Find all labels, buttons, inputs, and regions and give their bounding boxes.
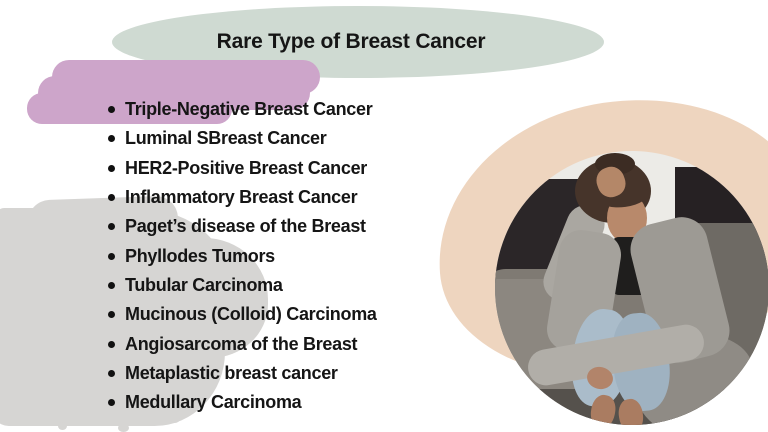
list-item-label: Inflammatory Breast Cancer <box>125 187 358 208</box>
cancer-type-list: Triple-Negative Breast Cancer Luminal SB… <box>108 95 377 417</box>
list-item: Inflammatory Breast Cancer <box>108 183 377 212</box>
list-item-label: Angiosarcoma of the Breast <box>125 333 358 354</box>
list-item: Tubular Carcinoma <box>108 271 377 300</box>
gray-paint-blob-extension <box>150 238 268 358</box>
list-item-label: Tubular Carcinoma <box>125 274 283 295</box>
bullet-icon <box>108 399 115 407</box>
list-item-label: Paget’s disease of the Breast <box>125 216 366 237</box>
bullet-icon <box>108 194 115 202</box>
bullet-icon <box>108 369 115 377</box>
list-item: Medullary Carcinoma <box>108 388 377 417</box>
gray-splatter-dot <box>58 422 67 430</box>
list-item: Angiosarcoma of the Breast <box>108 329 377 358</box>
bullet-icon <box>108 164 115 172</box>
list-item-label: Mucinous (Colloid) Carcinoma <box>125 304 377 325</box>
list-item: Triple-Negative Breast Cancer <box>108 95 377 124</box>
gray-splatter-dot <box>212 330 226 342</box>
list-item: Paget’s disease of the Breast <box>108 212 377 241</box>
list-item: Luminal SBreast Cancer <box>108 124 377 153</box>
highlight-brush-stroke <box>27 93 232 124</box>
list-item-label: Phyllodes Tumors <box>125 245 275 266</box>
gray-splatter-dot <box>170 414 180 423</box>
list-item-label: Triple-Negative Breast Cancer <box>125 99 373 120</box>
bullet-icon <box>108 106 115 114</box>
bullet-icon <box>108 252 115 260</box>
bullet-icon <box>108 281 115 289</box>
list-item-label: HER2-Positive Breast Cancer <box>125 157 368 178</box>
gray-splatter-dot <box>118 424 129 432</box>
bullet-icon <box>108 135 115 143</box>
list-item-label: Metaplastic breast cancer <box>125 362 338 383</box>
list-item: Mucinous (Colloid) Carcinoma <box>108 300 377 329</box>
list-item-label: Medullary Carcinoma <box>125 392 302 413</box>
bullet-icon <box>108 311 115 319</box>
page-title: Rare Type of Breast Cancer <box>216 30 486 53</box>
bullet-icon <box>108 223 115 231</box>
gray-splatter-dot <box>8 416 20 426</box>
list-item: HER2-Positive Breast Cancer <box>108 154 377 183</box>
photo-woman-on-couch <box>495 151 768 425</box>
list-item: Metaplastic breast cancer <box>108 359 377 388</box>
bullet-icon <box>108 340 115 348</box>
list-item: Phyllodes Tumors <box>108 241 377 270</box>
list-item-label: Luminal SBreast Cancer <box>125 128 327 149</box>
